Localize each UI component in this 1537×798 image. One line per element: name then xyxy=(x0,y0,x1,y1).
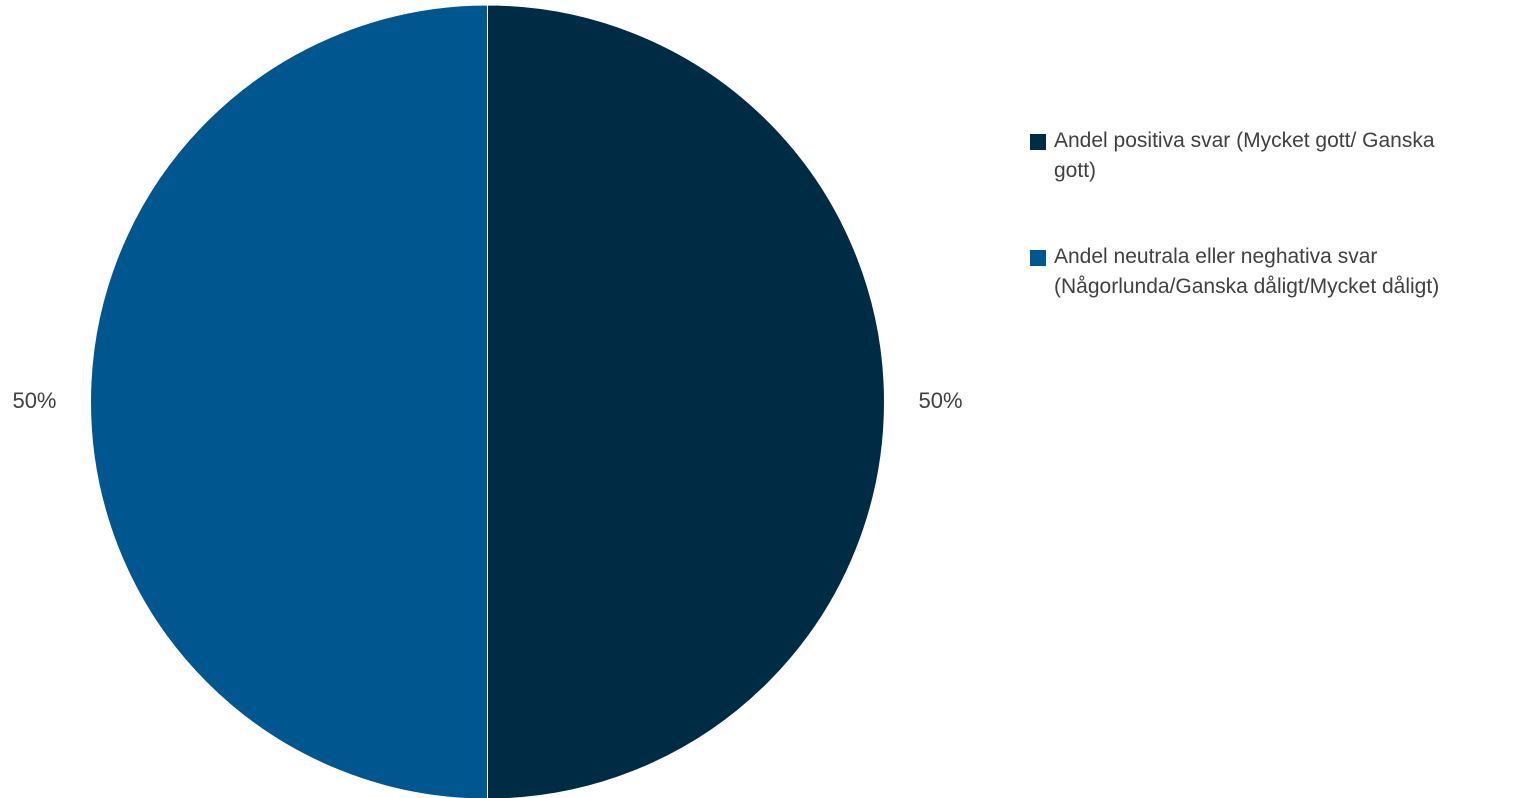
legend-item-neutral-negative[interactable]: Andel neutrala eller neghativa svar (Någ… xyxy=(1030,242,1530,302)
legend: Andel positiva svar (Mycket gott/ Ganska… xyxy=(1030,126,1530,358)
legend-label-neutral-negative-line2: (Någorlunda/Ganska dåligt/Mycket dåligt) xyxy=(1054,275,1440,298)
pie-slice-neutral-negative[interactable] xyxy=(90,4,488,798)
pie-data-labels: 50% 50% xyxy=(12,388,962,413)
legend-swatch-positive xyxy=(1030,134,1046,150)
pie-slice-positive[interactable] xyxy=(487,4,885,798)
legend-item-positive[interactable]: Andel positiva svar (Mycket gott/ Ganska… xyxy=(1030,126,1530,186)
pie-slices xyxy=(90,4,885,798)
data-label-neutral-negative: 50% xyxy=(12,388,56,413)
legend-label-positive-line1: Andel positiva svar (Mycket gott/ Ganska xyxy=(1054,129,1435,152)
legend-label-positive-line2: gott) xyxy=(1054,159,1097,182)
data-label-positive: 50% xyxy=(919,388,963,413)
legend-swatch-neutral-negative xyxy=(1030,250,1046,266)
legend-label-neutral-negative-line1: Andel neutrala eller neghativa svar xyxy=(1054,245,1378,268)
